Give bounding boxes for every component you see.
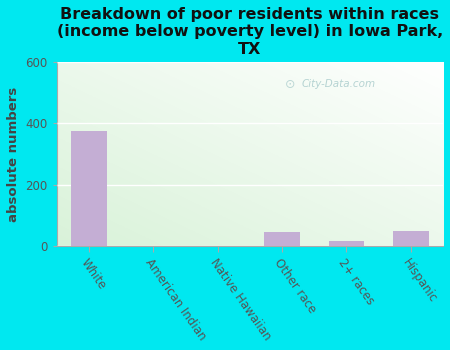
Bar	[393, 231, 428, 246]
Bar	[329, 240, 364, 246]
Bar	[71, 131, 107, 246]
Bar	[265, 232, 300, 246]
Text: City-Data.com: City-Data.com	[302, 79, 376, 89]
Title: Breakdown of poor residents within races
(income below poverty level) in Iowa Pa: Breakdown of poor residents within races…	[57, 7, 443, 57]
Text: ⊙: ⊙	[285, 78, 296, 91]
Y-axis label: absolute numbers: absolute numbers	[7, 86, 20, 222]
